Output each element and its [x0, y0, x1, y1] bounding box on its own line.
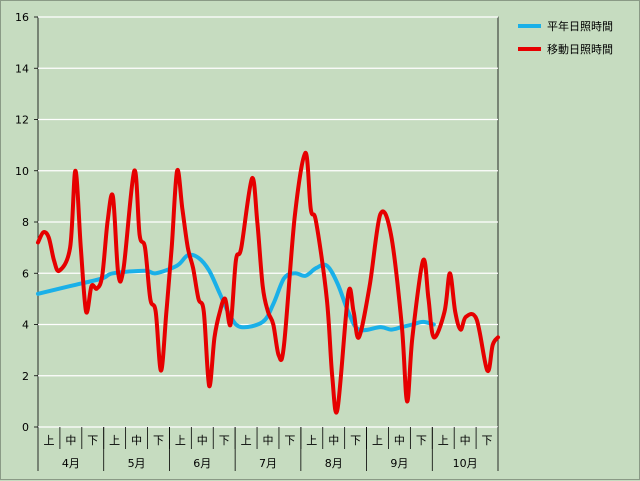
- x-tick-label: 中: [263, 434, 274, 447]
- x-tick-label: 下: [416, 434, 427, 447]
- y-tick-label: 16: [15, 11, 29, 24]
- x-tick-label: 上: [438, 434, 449, 447]
- x-tick-label: 中: [65, 434, 76, 447]
- x-tick-label: 上: [175, 434, 186, 447]
- x-tick-label: 上: [306, 434, 317, 447]
- x-tick-label: 下: [153, 434, 164, 447]
- y-tick-label: 12: [15, 114, 29, 127]
- gridlines: [38, 16, 498, 428]
- x-tick-label: 中: [394, 434, 405, 447]
- x-group-label: 8月: [325, 457, 343, 470]
- legend-label-normal: 平年日照時間: [547, 19, 613, 33]
- x-tick-label: 下: [482, 434, 493, 447]
- x-tick-label: 中: [131, 434, 142, 447]
- x-tick-label: 中: [460, 434, 471, 447]
- x-group-label: 7月: [259, 457, 277, 470]
- y-tick-label: 10: [15, 165, 29, 178]
- x-tick-label: 下: [87, 434, 98, 447]
- x-tick-label: 中: [197, 434, 208, 447]
- x-tick-label: 上: [43, 434, 54, 447]
- y-tick-label: 8: [22, 216, 29, 229]
- x-tick-label: 上: [109, 434, 120, 447]
- series-layer: [36, 150, 500, 415]
- series-line-moving: [36, 150, 500, 415]
- y-tick-label: 0: [22, 421, 29, 434]
- y-tick-label: 4: [22, 319, 29, 332]
- x-group-label: 5月: [128, 457, 146, 470]
- series-line-normal: [36, 252, 436, 333]
- y-tick-label: 6: [22, 267, 29, 280]
- x-tick-label: 上: [241, 434, 252, 447]
- x-tick-label: 中: [328, 434, 339, 447]
- legend: 平年日照時間 移動日照時間: [518, 19, 613, 56]
- y-tick-label: 14: [15, 62, 29, 75]
- legend-label-moving: 移動日照時間: [547, 42, 613, 56]
- x-group-label: 9月: [390, 457, 408, 470]
- x-tick-label: 下: [284, 434, 295, 447]
- x-group-label: 10月: [453, 457, 478, 470]
- x-tick-label: 下: [219, 434, 230, 447]
- x-group-label: 6月: [193, 457, 211, 470]
- x-group-label: 4月: [62, 457, 80, 470]
- x-tick-label: 下: [350, 434, 361, 447]
- x-tick-label: 上: [372, 434, 383, 447]
- y-axis: 0 2 4 6 8 10 12 14 16: [15, 11, 38, 434]
- y-tick-label: 2: [22, 370, 29, 383]
- x-axis: 上中下上中下上中下上中下上中下上中下上中下4月 5月 6月 7月 8月 9月 10月: [37, 427, 499, 471]
